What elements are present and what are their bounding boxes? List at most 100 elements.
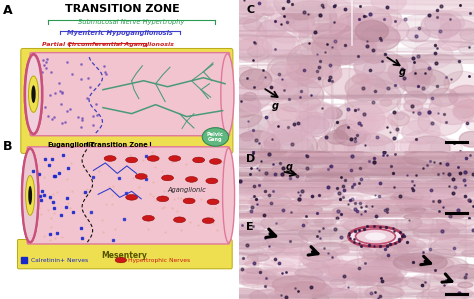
Circle shape: [252, 283, 273, 291]
Circle shape: [431, 163, 474, 179]
Ellipse shape: [126, 194, 137, 200]
Circle shape: [236, 80, 288, 114]
Circle shape: [312, 288, 357, 299]
Circle shape: [436, 160, 474, 173]
Circle shape: [230, 193, 254, 200]
Circle shape: [454, 269, 474, 280]
Circle shape: [357, 263, 407, 280]
Circle shape: [413, 272, 455, 287]
Circle shape: [384, 230, 396, 233]
Circle shape: [283, 174, 304, 180]
Circle shape: [250, 149, 266, 154]
Circle shape: [267, 103, 320, 137]
Circle shape: [311, 275, 359, 291]
Circle shape: [265, 285, 277, 289]
Ellipse shape: [365, 233, 386, 240]
Circle shape: [230, 147, 282, 162]
Circle shape: [333, 249, 376, 264]
Circle shape: [340, 217, 377, 229]
Circle shape: [361, 216, 374, 219]
Circle shape: [267, 171, 311, 184]
Circle shape: [262, 237, 304, 251]
Circle shape: [263, 8, 274, 16]
Circle shape: [268, 291, 301, 299]
Text: Partial Circumferential Aganglionosis: Partial Circumferential Aganglionosis: [42, 42, 173, 47]
Circle shape: [322, 260, 347, 268]
Circle shape: [421, 13, 461, 39]
Circle shape: [334, 49, 357, 63]
Circle shape: [453, 153, 467, 157]
Circle shape: [337, 194, 363, 202]
Circle shape: [357, 183, 397, 194]
Circle shape: [243, 19, 262, 31]
Circle shape: [449, 162, 473, 169]
Circle shape: [329, 6, 364, 28]
Circle shape: [431, 11, 449, 23]
Circle shape: [231, 190, 260, 199]
Circle shape: [330, 267, 365, 279]
Circle shape: [412, 54, 463, 86]
Circle shape: [306, 154, 340, 164]
Circle shape: [247, 188, 273, 196]
Circle shape: [364, 228, 392, 237]
Circle shape: [347, 79, 401, 114]
Circle shape: [433, 267, 474, 283]
Circle shape: [256, 3, 271, 13]
Circle shape: [270, 186, 307, 196]
Circle shape: [252, 248, 306, 266]
Circle shape: [439, 287, 458, 294]
Circle shape: [412, 42, 453, 68]
Circle shape: [336, 148, 364, 156]
Circle shape: [458, 283, 473, 288]
Circle shape: [340, 239, 373, 251]
Circle shape: [336, 124, 360, 140]
Circle shape: [264, 137, 279, 147]
Circle shape: [261, 133, 313, 167]
Circle shape: [311, 191, 334, 197]
Circle shape: [404, 214, 421, 219]
FancyBboxPatch shape: [18, 239, 232, 269]
Circle shape: [261, 207, 305, 220]
Circle shape: [372, 215, 422, 231]
Circle shape: [294, 112, 332, 137]
Circle shape: [374, 207, 405, 216]
Circle shape: [247, 208, 283, 218]
Circle shape: [355, 51, 408, 85]
Circle shape: [406, 161, 424, 167]
Circle shape: [280, 10, 314, 32]
Circle shape: [405, 199, 445, 210]
Circle shape: [282, 192, 298, 196]
Circle shape: [246, 268, 262, 274]
Circle shape: [345, 85, 401, 121]
Circle shape: [408, 256, 461, 274]
Ellipse shape: [115, 257, 127, 263]
Ellipse shape: [25, 54, 43, 135]
Circle shape: [377, 274, 399, 281]
Ellipse shape: [210, 159, 221, 164]
Circle shape: [301, 116, 329, 134]
Circle shape: [303, 205, 314, 208]
Circle shape: [303, 151, 352, 165]
Circle shape: [310, 154, 340, 163]
Circle shape: [375, 244, 424, 261]
Circle shape: [334, 124, 366, 146]
Circle shape: [306, 261, 328, 269]
Text: g: g: [272, 101, 279, 111]
Circle shape: [359, 160, 414, 176]
Circle shape: [301, 97, 321, 110]
Circle shape: [283, 61, 299, 71]
Circle shape: [348, 163, 368, 169]
Circle shape: [234, 131, 280, 161]
Circle shape: [459, 240, 474, 245]
Circle shape: [327, 106, 339, 113]
Circle shape: [270, 79, 287, 90]
Circle shape: [235, 222, 265, 233]
Circle shape: [428, 164, 446, 170]
Circle shape: [365, 286, 404, 299]
Circle shape: [402, 120, 440, 144]
Circle shape: [270, 144, 283, 152]
Circle shape: [377, 27, 388, 34]
Circle shape: [221, 80, 272, 112]
Ellipse shape: [348, 226, 402, 246]
Circle shape: [392, 138, 430, 162]
